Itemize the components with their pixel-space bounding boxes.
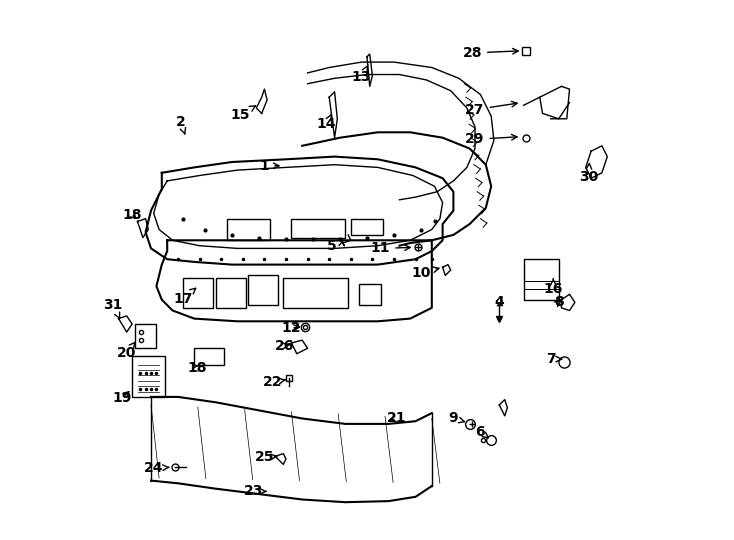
Text: 24: 24 [144, 461, 169, 475]
Text: 8: 8 [554, 295, 564, 309]
Text: 29: 29 [465, 132, 517, 146]
Text: 25: 25 [255, 450, 277, 464]
Bar [359, 284, 380, 305]
Text: 2: 2 [176, 114, 186, 134]
Text: 16: 16 [544, 279, 563, 296]
Text: 22: 22 [263, 375, 286, 389]
Bar [248, 275, 278, 305]
Text: 4: 4 [495, 295, 504, 309]
Bar [132, 356, 164, 397]
Bar [291, 219, 346, 238]
Text: 20: 20 [117, 342, 137, 360]
Text: 6: 6 [476, 425, 489, 439]
Text: 14: 14 [317, 114, 336, 131]
Text: 30: 30 [579, 164, 598, 184]
Text: 17: 17 [174, 288, 196, 306]
Bar [216, 278, 245, 308]
Bar [283, 278, 348, 308]
Text: 23: 23 [244, 484, 266, 498]
Text: 31: 31 [103, 298, 123, 318]
Bar [184, 278, 213, 308]
Bar [195, 348, 224, 364]
Text: 11: 11 [371, 241, 410, 255]
Text: 28: 28 [462, 46, 518, 60]
Text: 19: 19 [112, 391, 131, 405]
Text: 15: 15 [230, 106, 255, 122]
Text: 13: 13 [352, 65, 371, 84]
Bar [351, 219, 383, 235]
Text: 1: 1 [260, 159, 279, 173]
Text: 10: 10 [411, 266, 439, 280]
Text: 18: 18 [123, 208, 142, 222]
Text: 26: 26 [275, 339, 294, 353]
Bar [135, 324, 156, 348]
Text: 21: 21 [387, 411, 407, 426]
Bar [523, 259, 559, 300]
Text: 9: 9 [448, 411, 465, 426]
Bar [227, 219, 270, 240]
Text: 5: 5 [327, 239, 343, 253]
Text: 12: 12 [282, 321, 301, 335]
Text: 7: 7 [546, 352, 562, 366]
Text: 27: 27 [465, 102, 517, 117]
Text: 18: 18 [187, 361, 207, 375]
